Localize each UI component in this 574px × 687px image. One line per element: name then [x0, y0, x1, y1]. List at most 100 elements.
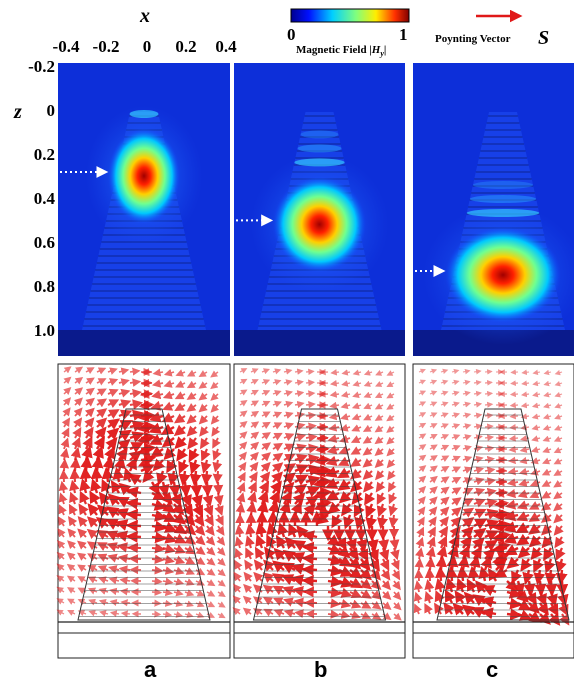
- poynting-arrow: [485, 382, 492, 383]
- poynting-arrow: [319, 427, 328, 428]
- x-tick-label: -0.4: [53, 37, 80, 56]
- poynting-arrow: [494, 537, 507, 538]
- poynting-legend-symbol: S: [538, 27, 549, 49]
- poynting-arrow: [494, 515, 507, 516]
- substrate-region: [234, 330, 405, 356]
- z-tick-label: 0.6: [34, 233, 55, 252]
- field-hotspot: [108, 128, 180, 224]
- poynting-arrow: [218, 482, 219, 493]
- z-axis-ticks: -0.200.20.40.60.81.0: [28, 57, 55, 340]
- poynting-arrow: [328, 614, 338, 615]
- x-tick-label: 0.4: [215, 37, 237, 56]
- poynting-arrow: [440, 568, 441, 581]
- poynting-arrow: [430, 559, 431, 570]
- poynting-arrow: [142, 394, 152, 395]
- poynting-legend-text: Poynting Vector: [435, 33, 511, 45]
- poynting-arrow: [561, 570, 562, 583]
- poynting-arrow: [320, 394, 328, 395]
- poynting-arrow: [96, 469, 97, 482]
- poynting-arrow: [128, 514, 141, 515]
- poynting-arrow: [511, 416, 518, 417]
- poynting-panel-a: [58, 364, 230, 658]
- poynting-arrow: [63, 471, 64, 482]
- poynting-arrow: [485, 404, 492, 405]
- poynting-arrow: [106, 469, 108, 482]
- poynting-panel-b: [234, 364, 405, 658]
- poynting-arrow: [485, 426, 493, 427]
- poynting-arrow: [304, 569, 317, 570]
- x-tick-label: -0.2: [93, 37, 120, 56]
- z-tick-label: 0.4: [34, 189, 56, 208]
- poynting-arrow: [194, 471, 196, 484]
- colorbar: [291, 9, 409, 22]
- poynting-arrow: [511, 383, 518, 384]
- poynting-arrow: [141, 448, 154, 449]
- poynting-arrow: [452, 557, 454, 570]
- poynting-arrow: [306, 382, 314, 383]
- field-fringe: [301, 130, 339, 138]
- poynting-vector-panels: [58, 364, 574, 658]
- z-axis-label: z: [13, 101, 22, 123]
- poynting-arrow: [429, 570, 430, 581]
- poynting-arrow: [140, 416, 152, 418]
- field-hotspot: [273, 176, 366, 272]
- poynting-arrow: [485, 371, 492, 372]
- poynting-arrow: [142, 383, 152, 384]
- poynting-arrow: [318, 438, 328, 439]
- field-fringe: [470, 195, 536, 203]
- field-map-panels: [58, 63, 574, 356]
- z-tick-label: 0.8: [34, 277, 55, 296]
- z-tick-label: -0.2: [28, 57, 55, 76]
- z-tick-label: 0.2: [34, 145, 55, 164]
- poynting-arrow: [85, 469, 86, 482]
- poynting-arrow: [122, 602, 130, 603]
- poynting-arrow: [511, 394, 518, 395]
- field-hotspot: [445, 227, 561, 323]
- poynting-arrow: [206, 471, 207, 483]
- poynting-arrow: [86, 458, 87, 471]
- poynting-arrow: [320, 405, 328, 406]
- field-fringe: [294, 158, 344, 166]
- poynting-arrow: [441, 558, 442, 570]
- field-fringe: [297, 144, 341, 152]
- poynting-arrow: [419, 560, 420, 570]
- field-map-panel-b: [234, 63, 405, 356]
- poynting-arrow: [217, 471, 218, 482]
- poynting-arrow: [152, 548, 163, 549]
- field-fringe: [473, 181, 533, 189]
- poynting-arrow: [207, 482, 208, 494]
- poynting-arrow: [128, 503, 141, 504]
- poynting-arrow: [462, 568, 463, 581]
- colorbar-title: Magnetic Field |Hy|: [296, 44, 386, 58]
- poynting-arrow: [141, 405, 152, 406]
- poynting-arrow: [496, 504, 507, 505]
- x-axis-label: x: [139, 5, 150, 27]
- panel-label-a: a: [144, 657, 157, 682]
- poynting-arrow: [451, 568, 452, 581]
- poynting-arrow: [74, 470, 75, 482]
- poynting-arrow: [485, 415, 492, 416]
- poynting-arrow: [306, 371, 313, 372]
- field-map-panel-a: [58, 63, 230, 356]
- x-tick-label: 0.2: [175, 37, 196, 56]
- poynting-arrow: [304, 547, 317, 548]
- substrate-region: [58, 330, 230, 356]
- poynting-arrow: [319, 416, 328, 417]
- poynting-arrow: [510, 427, 518, 428]
- poynting-arrow: [317, 503, 330, 504]
- poynting-arrow: [485, 393, 492, 394]
- poynting-arrow: [306, 404, 314, 405]
- poynting-arrow: [121, 591, 130, 592]
- poynting-arrow: [511, 405, 518, 406]
- poynting-arrow: [152, 592, 161, 593]
- z-tick-label: 0: [47, 101, 56, 120]
- poynting-arrow: [128, 536, 141, 537]
- field-map-panel-c: [413, 63, 574, 356]
- poynting-arrow: [152, 559, 162, 560]
- poynting-arrow: [510, 438, 518, 439]
- panel-label-b: b: [314, 657, 327, 682]
- poynting-arrow: [494, 526, 507, 527]
- colorbar-min-label: 0: [287, 25, 296, 44]
- poynting-arrow: [152, 581, 161, 582]
